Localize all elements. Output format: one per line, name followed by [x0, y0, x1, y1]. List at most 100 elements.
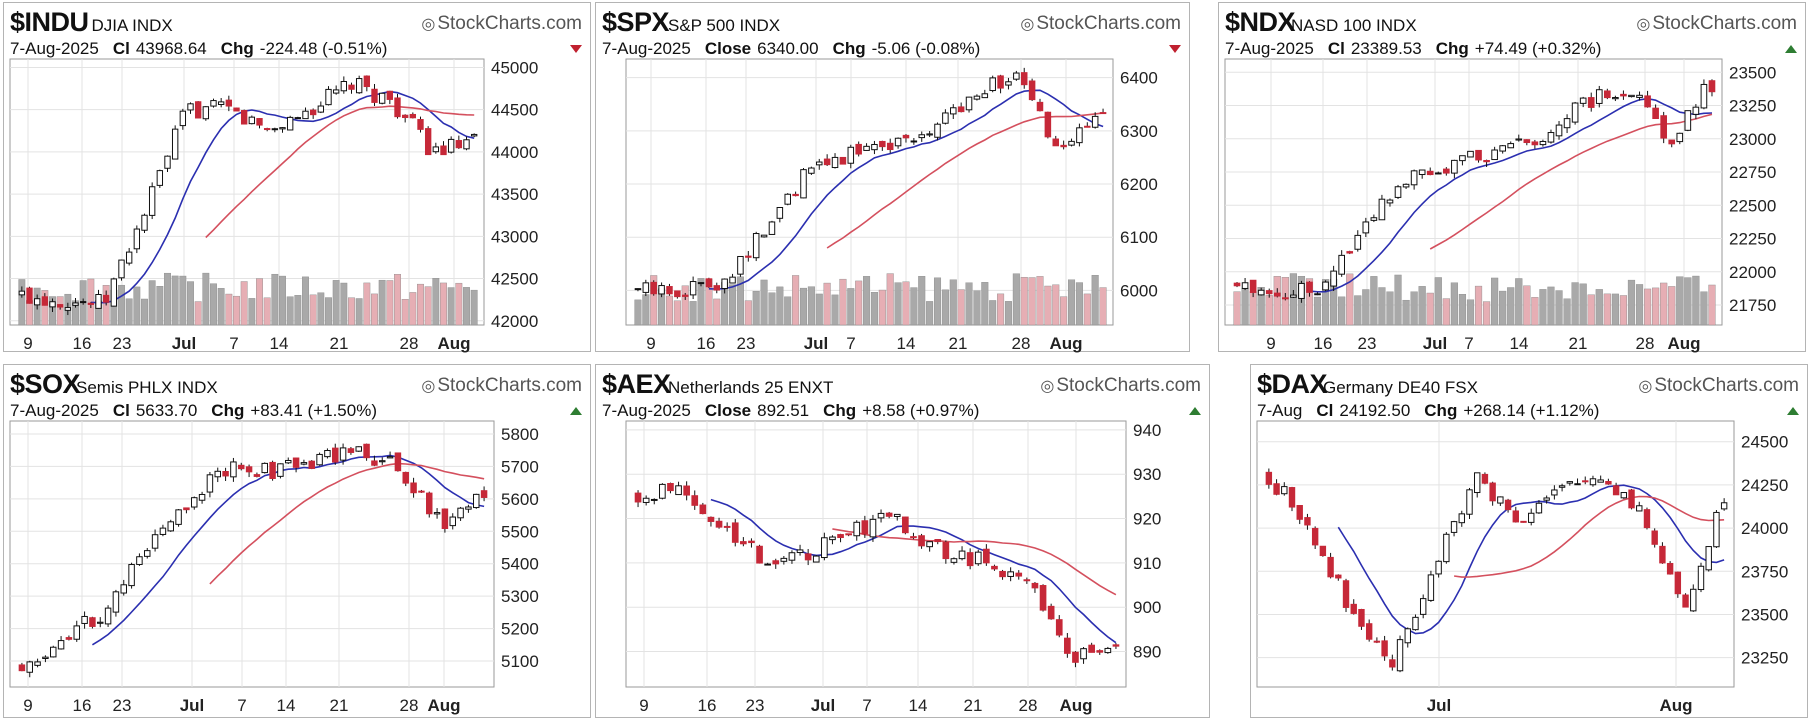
volume-bar	[839, 278, 847, 326]
volume-bar	[1075, 282, 1083, 326]
candlestick	[300, 459, 308, 466]
candlestick	[1620, 492, 1628, 499]
volume-bar	[1321, 279, 1330, 326]
x-tick-label: Aug	[427, 696, 460, 715]
candlestick	[788, 550, 796, 564]
candlestick	[1547, 129, 1555, 144]
volume-bar	[1394, 274, 1402, 326]
candlestick	[89, 616, 96, 629]
candlestick	[776, 206, 784, 223]
candlestick	[804, 549, 812, 566]
candlestick	[118, 259, 125, 281]
candlestick	[1290, 290, 1297, 298]
candlestick	[999, 569, 1006, 580]
candlestick	[433, 508, 441, 519]
chart-index-name: S&P 500 INDX	[668, 16, 781, 35]
candlestick	[675, 481, 682, 496]
candlestick	[784, 193, 791, 206]
volume-bar	[1273, 276, 1281, 326]
volume-bar	[470, 289, 478, 326]
close-value: 24192.50	[1339, 401, 1411, 420]
candlestick	[1551, 485, 1558, 500]
sma-fast-line	[1337, 484, 1725, 635]
stockcharts-logo: ◎ StockCharts.com	[1638, 375, 1799, 397]
candlestick	[863, 143, 870, 151]
x-tick-label: 21	[964, 696, 983, 715]
volume-bar	[371, 293, 378, 326]
stockcharts-logo: ◎ StockCharts.com	[421, 375, 582, 397]
volume-bar	[1563, 298, 1571, 326]
candlestick	[164, 155, 171, 172]
candlestick	[1427, 570, 1435, 602]
volume-bar	[1571, 282, 1579, 326]
candlestick	[756, 544, 763, 564]
y-tick-label: 5600	[501, 490, 539, 509]
candlestick	[650, 498, 658, 505]
candlestick	[697, 282, 705, 287]
volume-bar	[309, 294, 317, 326]
candlestick	[104, 605, 112, 627]
candlestick	[1435, 560, 1442, 578]
candlestick	[302, 107, 309, 120]
volume-bar	[941, 289, 949, 326]
candlestick	[230, 457, 237, 482]
candlestick	[1418, 169, 1426, 179]
volume-bar	[1265, 295, 1273, 326]
volume-bar	[263, 297, 271, 326]
candlestick	[332, 85, 340, 95]
close-label: Cl	[1327, 39, 1345, 58]
candlestick	[34, 658, 41, 668]
candlestick	[1013, 70, 1020, 81]
candlestick	[1515, 134, 1523, 142]
volume-bar	[1539, 289, 1547, 326]
candlestick	[1039, 584, 1047, 612]
candlestick	[1504, 498, 1512, 513]
chart-index-name: Netherlands 25 ENXT	[668, 378, 834, 397]
candlestick	[1402, 183, 1410, 189]
candlestick	[1481, 472, 1489, 485]
candlestick	[238, 462, 245, 471]
candlestick	[317, 101, 325, 114]
copyright-icon: ◎	[421, 16, 436, 33]
candlestick	[355, 75, 363, 94]
candlestick	[240, 109, 248, 125]
price-chart: 21750 22000 22250 22500 22750 23000 23250 23500…	[1224, 58, 1776, 353]
candlestick	[394, 452, 402, 472]
stockcharts-logo: ◎ StockCharts.com	[1020, 13, 1181, 35]
chart-symbol: $SPX	[602, 7, 670, 37]
candlestick	[1466, 487, 1473, 519]
change-value: -5.06 (-0.08%)	[871, 39, 981, 58]
x-tick-label: Aug	[1659, 696, 1692, 715]
volume-bar	[1700, 291, 1708, 326]
candlestick	[1589, 475, 1597, 487]
candlestick	[1068, 138, 1075, 147]
candlestick	[689, 276, 697, 300]
volume-bar	[355, 298, 363, 326]
candlestick	[1265, 288, 1273, 298]
x-tick-label: 14	[897, 334, 916, 353]
volume-bar	[179, 275, 187, 326]
volume-bar	[1523, 285, 1531, 326]
candlestick	[347, 446, 355, 455]
candlestick	[845, 533, 852, 537]
candlestick	[829, 535, 836, 545]
candlestick	[715, 517, 723, 529]
candlestick	[455, 135, 463, 149]
sma-slow-line	[1453, 495, 1725, 578]
y-tick-label: 5300	[501, 587, 539, 606]
x-tick-label: 23	[113, 696, 132, 715]
close-value: 6340.00	[757, 39, 819, 58]
volume-bar	[1466, 299, 1475, 326]
candlestick	[815, 158, 823, 170]
candlestick	[18, 286, 26, 298]
volume-bar	[1579, 283, 1587, 326]
candlestick	[642, 495, 650, 506]
chart-panel-sox: $SOX Semis PHLX INDX ◎ StockCharts.com 7-Aug…	[3, 364, 591, 718]
x-tick-label: 14	[277, 696, 296, 715]
candlestick	[634, 288, 642, 292]
candlestick	[222, 467, 229, 481]
candlestick	[386, 451, 394, 459]
candlestick	[1451, 159, 1458, 179]
candlestick	[1426, 167, 1434, 176]
plot-area	[1256, 420, 1735, 688]
